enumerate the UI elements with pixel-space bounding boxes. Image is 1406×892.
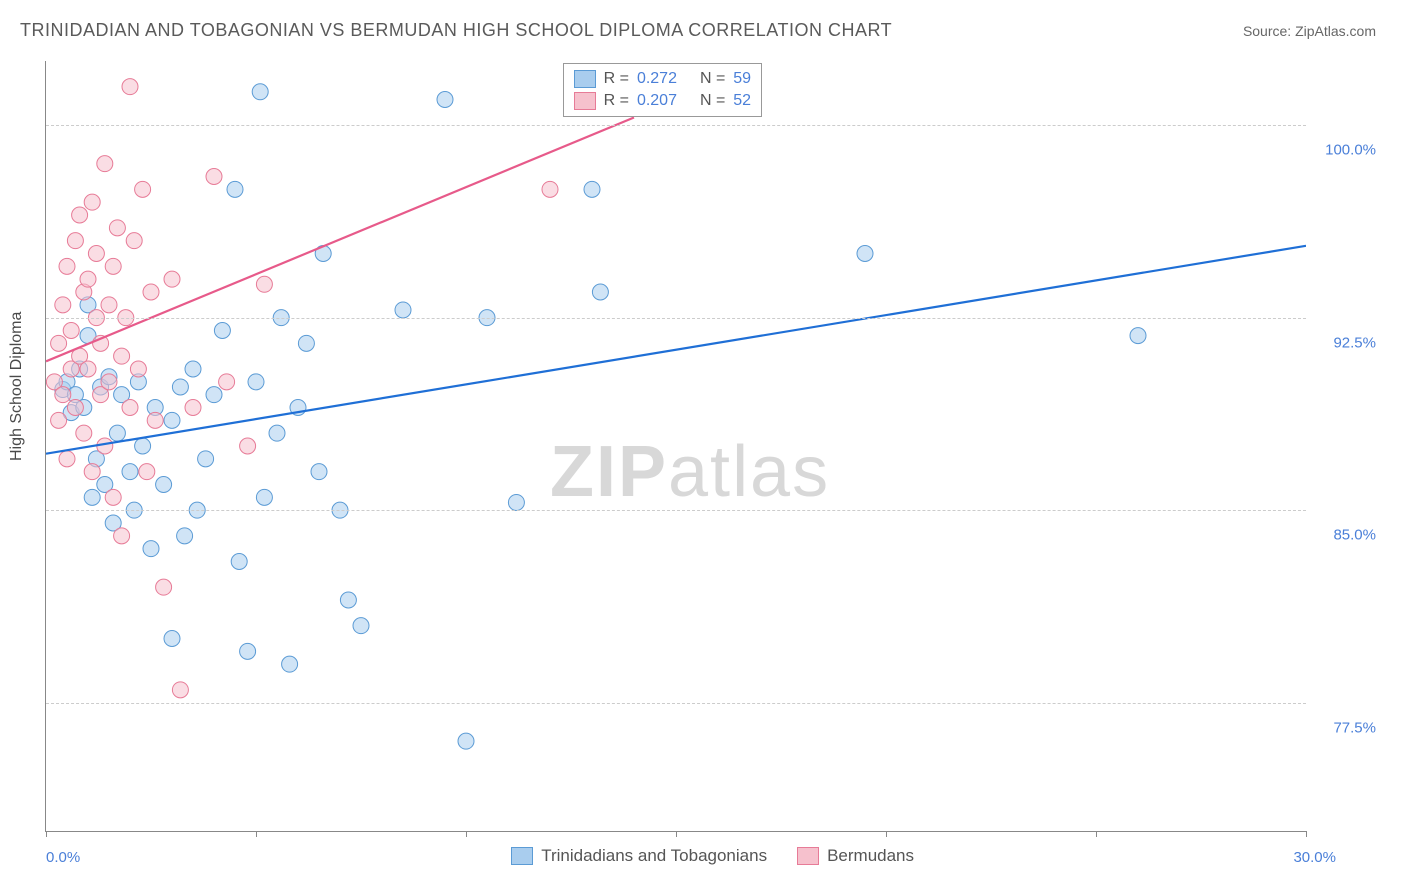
legend-label-series1: Trinidadians and Tobagonians [541, 846, 767, 866]
swatch-series2 [797, 847, 819, 865]
legend-row: R =0.272N =59 [574, 68, 751, 90]
y-tick-label: 100.0% [1316, 142, 1376, 159]
grid-line [46, 703, 1306, 704]
x-tick-mark [1096, 831, 1097, 837]
series-legend: Trinidadians and Tobagonians Bermudans [511, 846, 914, 866]
x-tick-label-right: 30.0% [1293, 849, 1336, 866]
legend-item-series2: Bermudans [797, 846, 914, 866]
scatter-svg [46, 61, 1306, 831]
y-tick-label: 77.5% [1316, 719, 1376, 736]
y-tick-label: 85.0% [1316, 527, 1376, 544]
x-tick-mark [256, 831, 257, 837]
chart-title: TRINIDADIAN AND TOBAGONIAN VS BERMUDAN H… [20, 20, 892, 41]
source-attribution: Source: ZipAtlas.com [1243, 23, 1376, 39]
x-tick-mark [466, 831, 467, 837]
grid-line [46, 318, 1306, 319]
correlation-legend: R =0.272N =59R =0.207N =52 [563, 63, 762, 117]
legend-row: R =0.207N =52 [574, 90, 751, 112]
x-tick-label-left: 0.0% [46, 849, 80, 866]
y-tick-label: 92.5% [1316, 334, 1376, 351]
grid-line [46, 125, 1306, 126]
x-tick-mark [46, 831, 47, 837]
grid-line [46, 510, 1306, 511]
y-axis-label: High School Diploma [8, 312, 26, 461]
chart-header: TRINIDADIAN AND TOBAGONIAN VS BERMUDAN H… [0, 0, 1406, 51]
x-tick-mark [1306, 831, 1307, 837]
legend-label-series2: Bermudans [827, 846, 914, 866]
x-tick-mark [676, 831, 677, 837]
plot-region: ZIPatlas R =0.272N =59R =0.207N =52 100.… [45, 61, 1306, 832]
legend-item-series1: Trinidadians and Tobagonians [511, 846, 767, 866]
x-tick-mark [886, 831, 887, 837]
chart-area: High School Diploma ZIPatlas R =0.272N =… [0, 51, 1406, 871]
swatch-series1 [511, 847, 533, 865]
